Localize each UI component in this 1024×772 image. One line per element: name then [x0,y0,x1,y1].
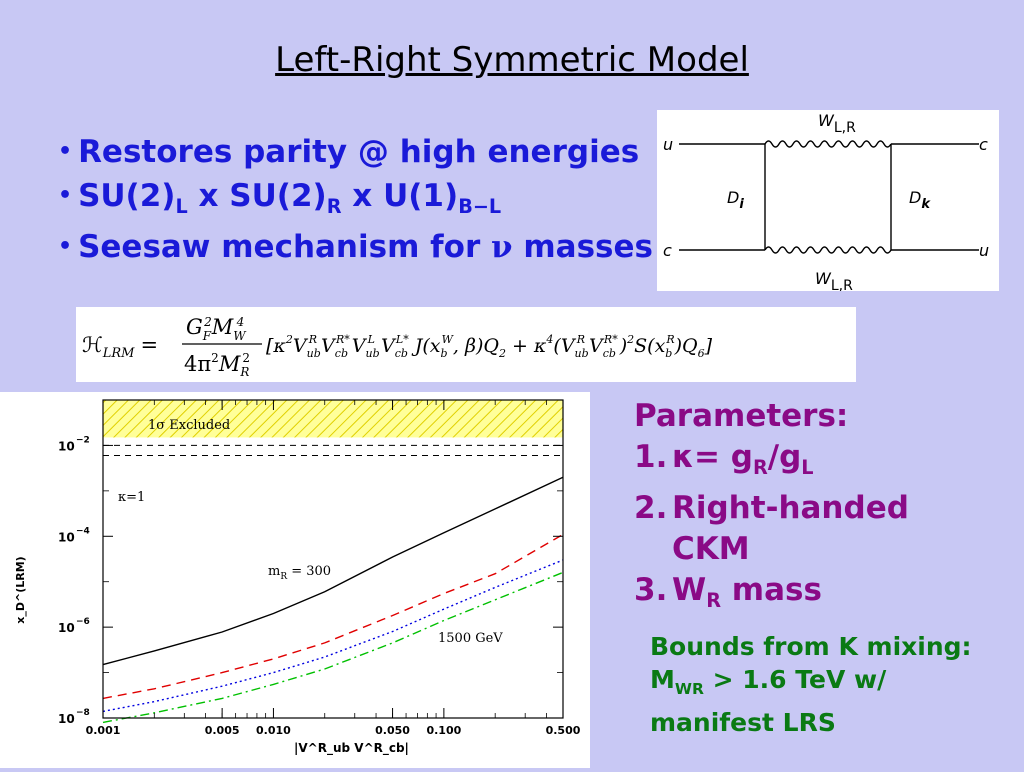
bullet-text: Restores parity @ high energies [78,134,640,170]
w-boson-wave-top [764,140,892,148]
item-number: 3. [634,572,668,609]
series-line [102,476,564,666]
bullet-dot-icon: • [58,234,73,260]
bullet-dot-icon: • [58,183,73,208]
subscript: L [175,195,188,219]
mr-annotation: mR = 300 [268,564,331,582]
subscript: R [326,195,342,219]
excluded-label: 1σ Excluded [148,418,230,433]
y-tick-label: 10 [58,439,75,453]
bounds-line: manifest LRS [650,708,836,737]
subscript: L [801,456,814,480]
subscript: R [706,589,721,613]
y-tick-exponent: −2 [76,435,90,445]
parameter-item: 2. Right-handed [634,488,909,529]
gev-annotation: 1500 GeV [438,631,503,646]
plot-panel: 0.001 0.005 0.010 0.050 0.100 0.500 10 −8 10 −6 10… [0,392,590,768]
series-line [102,533,564,700]
label-d-right: Dk [909,188,931,212]
label-u-top: u [663,135,673,154]
x-tick-label: 0.050 [375,724,410,737]
y-tick-label: 10 [58,712,75,726]
item-number: 2. [634,490,668,527]
bounds-line: Bounds from K mixing: [650,632,972,661]
parameters-list: Parameters: 1. κ= gR/gL 2. Right-handed CK… [634,396,909,621]
label-d-left: Di [727,188,744,212]
param-text: Right-handed [672,490,909,527]
bullet-text: x U(1) [341,178,459,214]
curves-group [102,476,564,724]
kappa-annotation: κ=1 [118,490,145,505]
bullet-item: • Seesaw mechanism for ν masses [58,227,653,271]
label-w-top: WL,R [818,111,856,136]
subscript: B−L [458,195,502,219]
plot-frame [102,399,564,719]
label-c-bottom: c [663,241,672,260]
y-tick-exponent: −4 [76,526,90,536]
label-c-top: c [979,135,988,154]
bounds-text: > 1.6 TeV w/ [703,665,887,694]
formula-denominator: 4π2MR2 [184,351,250,379]
y-tick-exponent: −8 [76,708,90,718]
x-tick-label: 0.001 [86,724,121,737]
feynman-diagram: u c c u Di Dk WL,R WL,R [657,110,999,294]
formula-svg: ℋLRM = GF2MW4 4π2MR2 [κ2VubR VcbR* VubL VcbL… [82,315,713,379]
formula-lhs: ℋLRM = [82,333,158,361]
x-tick-label: 0.010 [256,724,291,737]
bullet-text: x SU(2) [187,178,327,214]
y-axis-label: x_D^(LRM) [14,556,27,623]
item-number: 1. [634,439,668,475]
xd-plot: 0.001 0.005 0.010 0.050 0.100 0.50010−810−610… [14,399,581,756]
bullet-item: • SU(2)L x SU(2)R x U(1)B−L [58,176,653,227]
y-tick-exponent: −6 [76,617,90,627]
parameters-heading: Parameters: [634,398,849,434]
parameter-item: 3. WR mass [634,570,909,621]
excluded-region [103,400,563,438]
x-tick-label: 0.100 [426,724,461,737]
param-text: κ= g [672,439,753,475]
y-tick-label: 10 [58,530,75,544]
series-line [102,571,564,724]
bounds-line: MWR > 1.6 TeV w/ [650,663,972,706]
x-tick-label: 0.500 [546,724,581,737]
label-w-bottom: WL,R [815,269,853,291]
subscript: WR [674,680,704,698]
param-text: /g [767,439,802,475]
nu-symbol: ν [491,229,513,266]
bullet-text: Seesaw mechanism for [78,229,492,266]
parameter-item: 1. κ= gR/gL [634,437,909,488]
formula-body: [κ2VubR VcbR* VubL VcbL* J(xbW, β)Q2 + κ4(V… [266,333,713,360]
w-boson-wave-bottom [764,246,892,254]
bounds-text: M [650,665,675,694]
bullet-text: masses [512,229,653,266]
bullet-list: • Restores parity @ high energies • SU(2)L… [58,132,653,271]
subscript: R [752,456,768,480]
formula-numerator: GF2MW4 [186,315,247,343]
x-axis-label: |V^R_ub V^R_cb| [294,741,409,756]
slide-title: Left-Right Symmetric Model [275,40,749,80]
bounds-note: Bounds from K mixing: MWR > 1.6 TeV w/ m… [650,630,972,739]
ticks-group: 0.001 0.005 0.010 0.050 0.100 0.50010−810−610… [58,399,581,737]
bullet-dot-icon: • [58,139,73,164]
feynman-svg: u c c u Di Dk WL,R WL,R [663,111,989,294]
parameter-item-continued: CKM [672,531,750,568]
param-text: mass [721,572,822,609]
hamiltonian-formula: ℋLRM = GF2MW4 4π2MR2 [κ2VubR VcbR* VubL VcbL… [76,307,856,382]
param-text: W [672,572,707,609]
bullet-item: • Restores parity @ high energies [58,132,653,176]
y-tick-label: 10 [58,621,75,635]
limit-lines [103,444,563,457]
bullet-text: SU(2) [78,178,176,214]
series-line [102,559,564,713]
label-u-bottom: u [979,241,989,260]
x-tick-label: 0.005 [205,724,240,737]
